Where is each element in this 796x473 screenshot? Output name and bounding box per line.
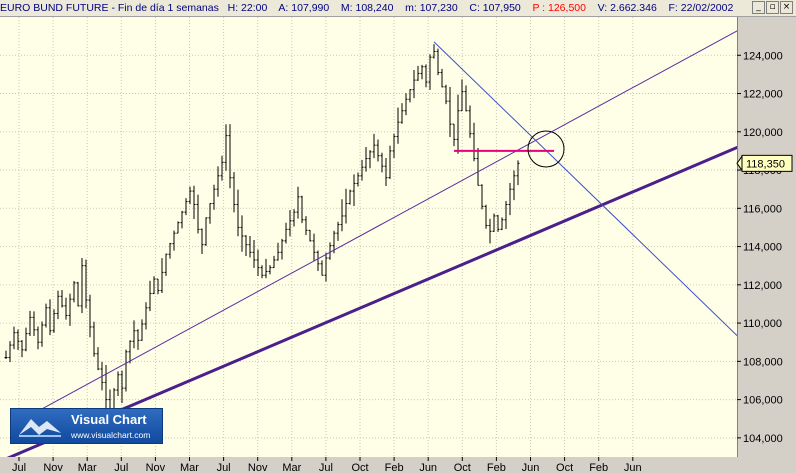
x-tick-label: Oct [454, 462, 471, 473]
support-line-thick [6, 145, 737, 457]
close-button[interactable]: × [780, 1, 793, 14]
x-tick-label: Jul [217, 462, 231, 473]
x-tick-label: Jun [522, 462, 540, 473]
x-tick-label: Feb [589, 462, 608, 473]
x-tick-label: Jul [12, 462, 26, 473]
period-label: Fin de día 1 semanas [117, 2, 219, 14]
x-tick-label: Mar [282, 462, 301, 473]
x-tick-label: Jun [419, 462, 437, 473]
last-price-box [741, 154, 793, 172]
plot-area[interactable] [0, 17, 738, 457]
time-value: H: 22:00 [227, 2, 268, 14]
high-value: M: 108,240 [340, 2, 394, 14]
x-tick-label: Mar [78, 462, 97, 473]
minimize-button[interactable]: _ [752, 1, 765, 14]
date-value: F: 22/02/2002 [668, 2, 734, 14]
p-value: P : 126,500 [532, 2, 586, 14]
y-tick-label: 110,000 [743, 318, 782, 330]
y-tick-label: 106,000 [743, 395, 783, 407]
volume-value: V: 2.662.346 [597, 2, 657, 14]
y-tick-label: 104,000 [743, 433, 783, 445]
visual-chart-logo: Visual Chart www.visualchart.com [10, 408, 163, 444]
last-price-label: 118,350 [746, 158, 785, 170]
logo-mark-icon [19, 419, 61, 437]
x-tick-label: Jul [319, 462, 333, 473]
x-tick-label: Jun [624, 462, 642, 473]
y-tick-label: 124,000 [743, 50, 783, 62]
x-tick-label: Mar [180, 462, 199, 473]
x-axis-background [0, 457, 796, 473]
close-value: C: 107,950 [469, 2, 521, 14]
x-tick-label: Feb [487, 462, 506, 473]
y-tick-label: 112,000 [743, 280, 782, 292]
x-tick-label: Feb [385, 462, 404, 473]
low-value: m: 107,230 [405, 2, 458, 14]
y-tick-label: 108,000 [743, 356, 783, 368]
x-tick-label: Oct [556, 462, 573, 473]
logo-url: www.visualchart.com [71, 430, 151, 440]
restore-button[interactable]: ▫ [766, 1, 779, 14]
x-tick-label: Oct [351, 462, 368, 473]
open-value: A: 107,990 [278, 2, 330, 14]
x-tick-label: Jul [114, 462, 128, 473]
axis-background [738, 17, 796, 473]
instrument-name: EURO BUND FUTURE [0, 2, 109, 14]
x-tick-label: Nov [43, 462, 63, 473]
downtrend-line [433, 41, 737, 337]
x-tick-label: Nov [146, 462, 166, 473]
support-line-thin [37, 30, 737, 412]
y-tick-label: 122,000 [743, 89, 783, 101]
chart-title-bar: EURO BUND FUTURE - Fin de día 1 semanas … [0, 0, 796, 17]
y-tick-label: 120,000 [743, 127, 783, 139]
logo-title: Visual Chart [71, 412, 147, 427]
y-tick-label: 116,000 [743, 203, 782, 215]
x-tick-label: Nov [248, 462, 268, 473]
highlight-circle [527, 130, 565, 168]
y-tick-label: 114,000 [743, 242, 782, 254]
